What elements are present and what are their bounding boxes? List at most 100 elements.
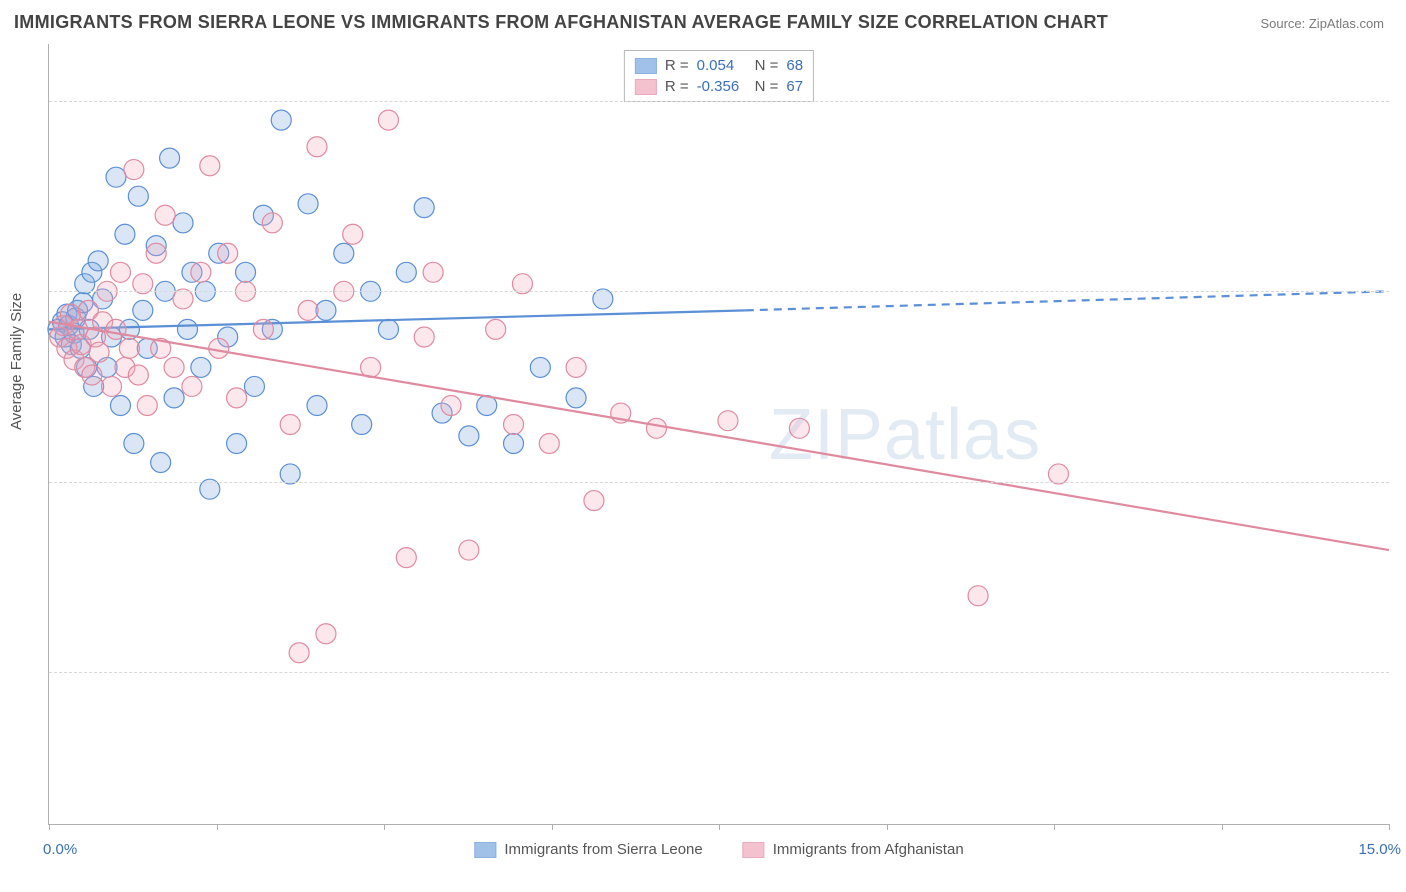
scatter-point: [396, 548, 416, 568]
gridline-h: [49, 101, 1389, 102]
legend-stats-row-2: R = -0.356 N = 67: [635, 76, 803, 97]
scatter-point: [486, 319, 506, 339]
scatter-point: [124, 160, 144, 180]
x-axis-min-label: 0.0%: [43, 841, 77, 858]
scatter-point: [82, 365, 102, 385]
legend-series: Immigrants from Sierra Leone Immigrants …: [474, 841, 963, 858]
scatter-point: [378, 319, 398, 339]
scatter-point: [155, 205, 175, 225]
scatter-point: [146, 243, 166, 263]
n-value-2: 67: [786, 78, 803, 95]
scatter-point: [128, 186, 148, 206]
scatter-point: [352, 414, 372, 434]
scatter-point: [227, 388, 247, 408]
r-value-2: -0.356: [697, 78, 747, 95]
legend-stats-row-1: R = 0.054 N = 68: [635, 55, 803, 76]
scatter-point: [160, 148, 180, 168]
scatter-point: [539, 434, 559, 454]
scatter-point: [646, 418, 666, 438]
n-value-1: 68: [786, 57, 803, 74]
scatter-point: [253, 319, 273, 339]
scatter-point: [307, 137, 327, 157]
scatter-point: [271, 110, 291, 130]
swatch-series-1: [635, 58, 657, 74]
scatter-point: [200, 156, 220, 176]
legend-label-2: Immigrants from Afghanistan: [773, 841, 964, 858]
scatter-point: [110, 395, 130, 415]
scatter-point: [102, 376, 122, 396]
gridline-h: [49, 672, 1389, 673]
scatter-point: [236, 262, 256, 282]
x-tick-mark: [1222, 824, 1223, 830]
scatter-point: [459, 426, 479, 446]
scatter-point: [244, 376, 264, 396]
scatter-point: [378, 110, 398, 130]
scatter-point: [316, 300, 336, 320]
x-tick-mark: [217, 824, 218, 830]
scatter-point: [566, 357, 586, 377]
scatter-point: [182, 376, 202, 396]
r-label: R =: [665, 78, 689, 95]
chart-title: IMMIGRANTS FROM SIERRA LEONE VS IMMIGRAN…: [14, 12, 1108, 33]
scatter-point: [396, 262, 416, 282]
scatter-point: [218, 243, 238, 263]
scatter-point: [441, 395, 461, 415]
scatter-point: [298, 300, 318, 320]
scatter-point: [151, 453, 171, 473]
scatter-point: [128, 365, 148, 385]
legend-item-2: Immigrants from Afghanistan: [743, 841, 964, 858]
n-label: N =: [755, 78, 779, 95]
regression-line-extrapolated: [746, 291, 1389, 310]
source-label: Source: ZipAtlas.com: [1260, 16, 1384, 31]
scatter-point: [137, 395, 157, 415]
scatter-point: [789, 418, 809, 438]
x-tick-mark: [1054, 824, 1055, 830]
x-tick-mark: [384, 824, 385, 830]
r-label: R =: [665, 57, 689, 74]
scatter-point: [504, 414, 524, 434]
scatter-point: [262, 213, 282, 233]
scatter-point: [504, 434, 524, 454]
x-axis-max-label: 15.0%: [1358, 841, 1401, 858]
scatter-point: [307, 395, 327, 415]
scatter-point: [414, 198, 434, 218]
legend-stats: R = 0.054 N = 68 R = -0.356 N = 67: [624, 50, 814, 102]
scatter-point: [124, 434, 144, 454]
x-tick-mark: [719, 824, 720, 830]
plot-area: ZIPatlas R = 0.054 N = 68 R = -0.356 N =…: [48, 44, 1389, 825]
scatter-point: [316, 624, 336, 644]
scatter-point: [298, 194, 318, 214]
scatter-point: [968, 586, 988, 606]
scatter-point: [459, 540, 479, 560]
legend-item-1: Immigrants from Sierra Leone: [474, 841, 702, 858]
scatter-point: [718, 411, 738, 431]
scatter-point: [115, 224, 135, 244]
y-axis-label: Average Family Size: [8, 293, 25, 430]
scatter-point: [164, 388, 184, 408]
scatter-point: [530, 357, 550, 377]
scatter-point: [191, 357, 211, 377]
x-tick-mark: [887, 824, 888, 830]
swatch-series-1: [474, 842, 496, 858]
scatter-point: [177, 319, 197, 339]
chart-svg: [49, 44, 1389, 824]
swatch-series-2: [743, 842, 765, 858]
scatter-point: [106, 319, 126, 339]
swatch-series-2: [635, 79, 657, 95]
y-tick-label: 3.50: [1397, 283, 1406, 300]
x-tick-mark: [552, 824, 553, 830]
gridline-h: [49, 291, 1389, 292]
scatter-point: [566, 388, 586, 408]
scatter-point: [334, 243, 354, 263]
scatter-point: [584, 491, 604, 511]
scatter-point: [106, 167, 126, 187]
scatter-point: [89, 342, 109, 362]
y-tick-label: 4.00: [1397, 93, 1406, 110]
scatter-point: [119, 338, 139, 358]
r-value-1: 0.054: [697, 57, 747, 74]
scatter-point: [227, 434, 247, 454]
scatter-point: [191, 262, 211, 282]
scatter-point: [164, 357, 184, 377]
n-label: N =: [755, 57, 779, 74]
x-tick-mark: [1389, 824, 1390, 830]
